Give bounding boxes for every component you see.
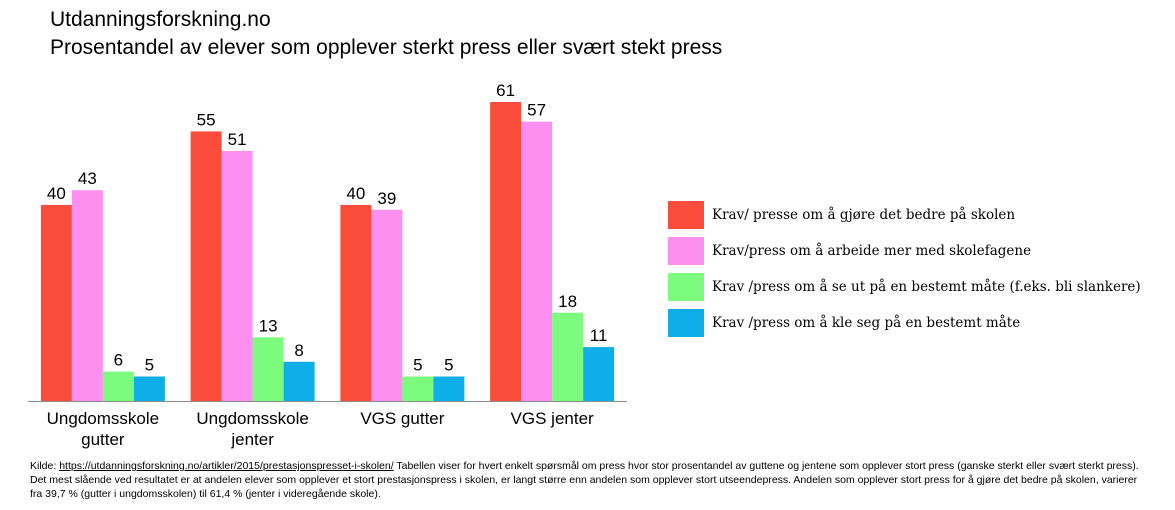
bar xyxy=(252,337,284,401)
x-tick-label: VGS jenter xyxy=(511,409,594,428)
bar xyxy=(490,102,522,401)
footnote-text: Tabellen viser for hvert enkelt spørsmål… xyxy=(30,460,1139,500)
bar xyxy=(433,376,465,401)
bar xyxy=(71,190,103,401)
bar xyxy=(40,204,72,401)
data-label: 51 xyxy=(228,130,247,149)
legend-item: Krav /press om å se ut på en bestemt måt… xyxy=(668,269,1141,305)
bar xyxy=(190,131,222,401)
bar xyxy=(552,312,584,401)
legend-label: Krav/ presse om å gjøre det bedre på sko… xyxy=(712,207,1016,223)
data-label: 8 xyxy=(294,341,303,360)
bar xyxy=(371,209,403,401)
legend-item: Krav/press om å arbeide mer med skolefag… xyxy=(668,233,1141,269)
bar xyxy=(402,376,434,401)
x-tick-label: Ungdomsskole xyxy=(196,409,308,428)
source-footnote: Kilde: https://utdanningsforskning.no/ar… xyxy=(30,459,1150,501)
x-tick-label: Ungdomsskole xyxy=(47,409,159,428)
data-label: 5 xyxy=(444,355,453,374)
data-label: 18 xyxy=(558,292,577,311)
bar xyxy=(521,121,553,401)
data-label: 6 xyxy=(114,351,123,370)
data-label: 5 xyxy=(413,355,422,374)
data-label: 5 xyxy=(145,355,154,374)
legend-swatch xyxy=(668,309,704,337)
legend-label: Krav/press om å arbeide mer med skolefag… xyxy=(712,243,1032,259)
data-label: 43 xyxy=(78,169,97,188)
data-label: 39 xyxy=(377,189,396,208)
bar xyxy=(221,151,253,401)
data-label: 61 xyxy=(496,81,515,100)
chart-subtitle: Prosentandel av elever som opplever ster… xyxy=(50,36,723,59)
bar xyxy=(340,204,372,401)
bar xyxy=(283,361,315,401)
data-label: 11 xyxy=(590,326,608,345)
legend-swatch xyxy=(668,201,704,229)
legend-label: Krav /press om å kle seg på en bestemt m… xyxy=(712,315,1021,331)
data-label: 55 xyxy=(197,110,216,129)
footnote-prefix: Kilde: xyxy=(30,460,60,472)
data-label: 13 xyxy=(259,316,278,335)
legend-item: Krav/ presse om å gjøre det bedre på sko… xyxy=(668,197,1141,233)
chart-legend: Krav/ presse om å gjøre det bedre på sko… xyxy=(668,197,1141,341)
bar xyxy=(583,347,615,401)
chart-title: Utdanningsforskning.no xyxy=(50,8,271,31)
data-label: 40 xyxy=(346,184,365,203)
source-link[interactable]: https://utdanningsforskning.no/artikler/… xyxy=(59,460,394,472)
x-tick-label: jenter xyxy=(230,430,274,449)
x-tick-label: gutter xyxy=(81,430,125,449)
bar xyxy=(102,371,134,401)
legend-swatch xyxy=(668,273,704,301)
chart-title-block: Utdanningsforskning.no Prosentandel av e… xyxy=(50,6,722,62)
legend-label: Krav /press om å se ut på en bestemt måt… xyxy=(712,279,1141,295)
data-label: 40 xyxy=(47,184,66,203)
data-label: 57 xyxy=(527,101,546,120)
x-tick-label: VGS gutter xyxy=(360,409,444,428)
legend-swatch xyxy=(668,237,704,265)
legend-item: Krav /press om å kle seg på en bestemt m… xyxy=(668,305,1141,341)
bar xyxy=(133,376,165,401)
